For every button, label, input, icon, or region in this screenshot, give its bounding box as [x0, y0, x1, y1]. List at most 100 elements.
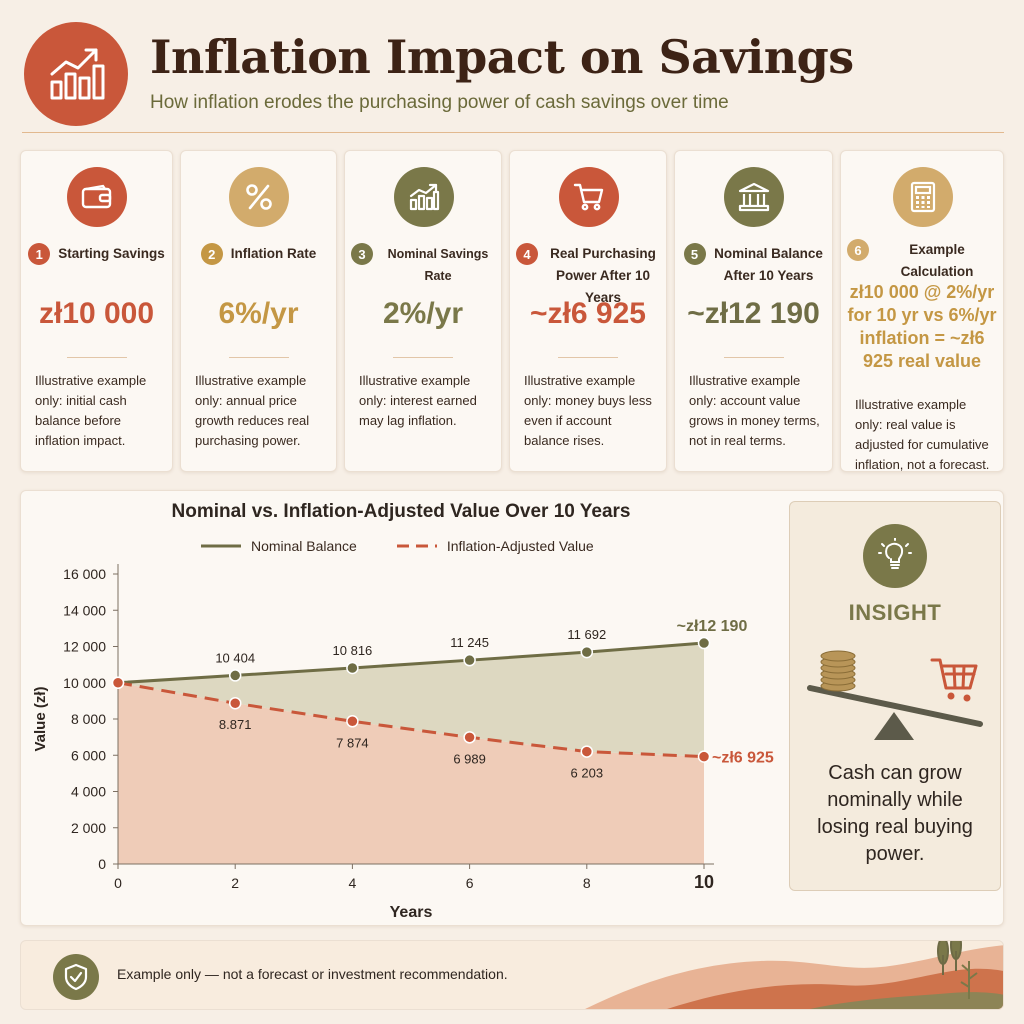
- nominal-gap-area: [118, 643, 704, 757]
- card-note: Illustrative example only: real value is…: [855, 397, 990, 472]
- bank-icon: [724, 167, 784, 227]
- step-badge: 2: [200, 243, 223, 265]
- card-value: ~zł6 925: [530, 297, 646, 330]
- real-value-area: [118, 682, 704, 864]
- nominal-data-point: [697, 636, 711, 650]
- disclaimer-footer: Example only — not a forecast or investm…: [20, 940, 1004, 1010]
- trend-chart-icon: [24, 22, 128, 126]
- card-divider: [723, 357, 784, 358]
- y-tick-label: 8 000: [71, 711, 106, 727]
- growth-chart-icon: [394, 167, 454, 227]
- header-divider: [22, 132, 1004, 133]
- card-calculation: zł10 000 @ 2%/yr for 10 yr vs 6%/yr infl…: [847, 282, 997, 371]
- card-label: Example Calculation: [900, 242, 974, 279]
- step-badge: 1: [28, 243, 51, 265]
- page-title: Inflation Impact on Savings: [150, 30, 854, 84]
- y-axis-label: Value (zł): [32, 686, 49, 751]
- hills-decoration: [585, 941, 1003, 1009]
- step-badge: 6: [847, 239, 869, 261]
- card-example-calculation: 6 Example Calculation zł10 000 @ 2%/yr f…: [840, 150, 1004, 472]
- card-heading: 2 Inflation Rate: [187, 243, 330, 265]
- real-data-label: 6 989: [453, 751, 486, 766]
- card-note: Illustrative example only: initial cash …: [35, 373, 147, 448]
- card-label: Nominal Balance After 10 Years: [714, 246, 823, 283]
- card-heading: 3 Nominal Savings Rate: [351, 243, 495, 287]
- card-label: Inflation Rate: [230, 246, 317, 261]
- legend-item-real: Inflation-Adjusted Value: [396, 538, 594, 554]
- insight-text: Cash can grow nominally while losing rea…: [817, 762, 973, 865]
- legend-label: Inflation-Adjusted Value: [446, 538, 594, 554]
- card-nominal-rate: 3 Nominal Savings Rate 2%/yr Illustrativ…: [344, 150, 502, 472]
- card-divider: [66, 357, 127, 358]
- nominal-balance-line: [117, 641, 705, 685]
- x-tick-label: 8: [583, 875, 591, 891]
- card-divider: [228, 357, 289, 358]
- real-data-label: 8.871: [219, 717, 252, 732]
- card-divider: [393, 357, 453, 358]
- real-data-point: [111, 676, 125, 689]
- step-badge: 5: [683, 243, 706, 265]
- legend-item-nominal: Nominal Balance: [201, 538, 357, 554]
- card-value: 2%/yr: [382, 297, 464, 330]
- card-inflation-rate: 2 Inflation Rate 6%/yr Illustrative exam…: [180, 150, 337, 472]
- card-starting-savings: 1 Starting Savings zł10 000 Illustrative…: [20, 150, 173, 472]
- card-heading: 4 Real Purchasing Power After 10 Years: [516, 243, 660, 309]
- y-tick-label: 14 000: [63, 602, 106, 618]
- y-tick-label: 4 000: [71, 784, 106, 800]
- real-data-point: [463, 731, 476, 744]
- line-chart: 0 2 000 4 000 6 000 8 000 10 000 12 000 14 000 1…: [32, 564, 774, 921]
- card-divider: [558, 357, 618, 358]
- card-nominal-balance: 5 Nominal Balance After 10 Years ~zł12 1…: [674, 150, 833, 472]
- nominal-data-label: 11 245: [450, 635, 489, 650]
- page-subtitle: How inflation erodes the purchasing powe…: [150, 92, 729, 113]
- lightbulb-icon: [863, 524, 927, 588]
- inflation-adjusted-line: [117, 681, 705, 759]
- nominal-data-point: [580, 645, 594, 659]
- card-value: zł10 000: [38, 297, 155, 330]
- card-note: Illustrative example only: account value…: [689, 373, 820, 448]
- y-tick-label: 10 000: [63, 675, 106, 691]
- card-heading: 6 Example Calculation: [847, 239, 997, 283]
- insight-panel: INSIGHT Cash can grow nominally while lo…: [789, 501, 1001, 891]
- card-value: ~zł12 190: [687, 297, 820, 330]
- step-badge: 4: [516, 243, 538, 265]
- nominal-end-label: ~zł12 190: [677, 618, 748, 635]
- card-note: Illustrative example only: annual price …: [195, 373, 310, 448]
- nominal-data-point: [228, 669, 242, 682]
- step-badge: 3: [351, 243, 373, 265]
- card-label: Nominal Savings Rate: [387, 247, 489, 283]
- y-tick-label: 2 000: [71, 820, 106, 836]
- real-data-label: 7 874: [336, 735, 369, 750]
- disclaimer-text: Example only — not a forecast or investm…: [117, 966, 508, 982]
- real-data-label: 6 203: [571, 766, 604, 781]
- card-note: Illustrative example only: interest earn…: [359, 373, 477, 428]
- calculator-icon: [893, 167, 953, 227]
- real-end-label: ~zł6 925: [712, 750, 774, 767]
- y-tick-label: 0: [98, 856, 106, 872]
- card-heading: 1 Starting Savings: [27, 243, 166, 265]
- card-label: Starting Savings: [58, 246, 165, 261]
- card-note: Illustrative example only: money buys le…: [524, 373, 652, 448]
- nominal-data-label: 11 692: [567, 627, 606, 642]
- nominal-data-label: 10 816: [333, 643, 373, 658]
- wallet-icon: [67, 167, 127, 227]
- chart-title: Nominal vs. Inflation-Adjusted Value Ove…: [171, 501, 631, 522]
- x-tick-label: 10: [694, 872, 714, 892]
- x-tick-label: 6: [466, 875, 474, 891]
- coins-cart-seesaw-illustration: [807, 650, 983, 740]
- card-heading: 5 Nominal Balance After 10 Years: [681, 243, 826, 287]
- header: Inflation Impact on Savings How inflatio…: [0, 0, 1024, 135]
- real-data-point: [228, 696, 242, 710]
- legend-label: Nominal Balance: [251, 538, 357, 554]
- x-axis-label: Years: [390, 904, 433, 921]
- real-data-point: [580, 745, 594, 758]
- chart-legend: Nominal Balance Inflation-Adjusted Value: [201, 538, 594, 554]
- card-label: Real Purchasing Power After 10 Years: [550, 246, 656, 305]
- shopping-cart-icon: [559, 167, 619, 227]
- card-real-purchasing-power: 4 Real Purchasing Power After 10 Years ~…: [509, 150, 667, 472]
- x-tick-label: 4: [349, 875, 357, 891]
- nominal-data-label: 10 404: [215, 650, 255, 665]
- x-tick-label: 2: [231, 875, 239, 891]
- y-tick-label: 16 000: [63, 566, 106, 582]
- card-value: 6%/yr: [218, 297, 299, 330]
